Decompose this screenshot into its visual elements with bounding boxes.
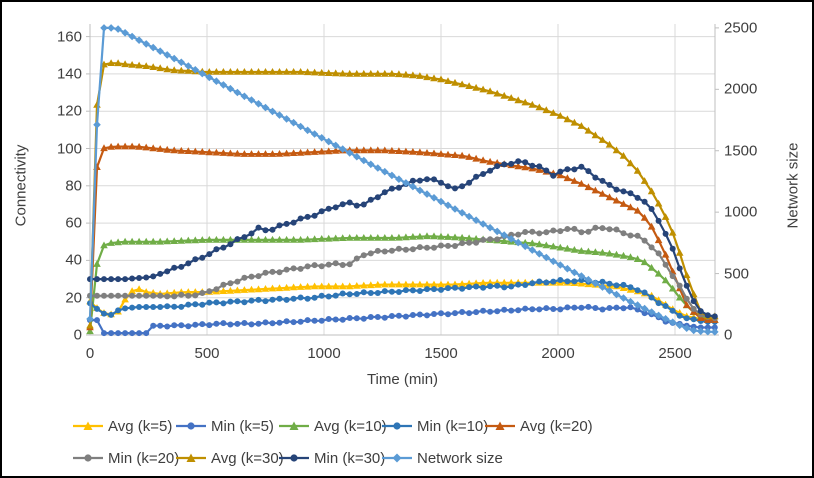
series-min-k-30	[87, 158, 718, 320]
circle-marker-icon	[382, 422, 412, 430]
y-right-tick-label-2000: 2000	[724, 80, 758, 98]
y-right-tick-label-1500: 1500	[724, 142, 758, 160]
legend-item-min-k-10: Min (k=10)	[381, 418, 488, 435]
legend-label: Min (k=30)	[314, 449, 386, 467]
legend-label: Avg (k=30)	[211, 449, 284, 467]
circle-marker-icon	[176, 422, 206, 430]
legend-label: Min (k=5)	[211, 417, 274, 435]
x-axis-title: Time (min)	[366, 371, 439, 388]
y-axis-title-left: Connectivity	[12, 144, 30, 227]
legend-item-min-k-5: Min (k=5)	[175, 418, 278, 435]
legend-label: Avg (k=10)	[314, 417, 387, 435]
y-left-tick-label-60: 60	[65, 214, 82, 232]
y-left-tick-label-120: 120	[56, 102, 82, 120]
x-tick-label-500: 500	[194, 345, 220, 362]
series-avg-k-10	[86, 232, 719, 335]
x-tick-label-2000: 2000	[541, 345, 575, 362]
y-left-tick-label-160: 160	[56, 28, 82, 46]
x-tick-label-1000: 1000	[307, 345, 341, 362]
series-avg-k-20	[86, 142, 719, 331]
legend-item-min-k-20: Min (k=20)	[72, 450, 179, 467]
circle-marker-icon	[73, 454, 103, 462]
legend-label: Min (k=10)	[417, 417, 489, 435]
legend-row-2: Min (k=20) Avg (k=30) Min (k=30) Network si…	[72, 442, 772, 474]
y-left-tick-label-20: 20	[65, 289, 82, 307]
legend-item-avg-k-10: Avg (k=10)	[278, 418, 387, 435]
y-axis-title-right: Network size	[784, 142, 802, 229]
triangle-marker-icon	[73, 421, 103, 430]
y-right-tick-label-0: 0	[724, 326, 733, 344]
y-left-tick-label-140: 140	[56, 65, 82, 83]
legend-item-min-k-30: Min (k=30)	[278, 450, 385, 467]
legend-row-1: Avg (k=5) Min (k=5) Avg (k=10) Min (k=10) Av…	[72, 410, 772, 442]
diamond-marker-icon	[382, 453, 412, 463]
legend-item-avg-k-30: Avg (k=30)	[175, 450, 284, 467]
legend-item-network-size: Network size	[381, 450, 503, 467]
y-left-tick-label-80: 80	[65, 177, 82, 195]
circle-marker-icon	[279, 454, 309, 462]
series-min-k-20	[87, 224, 718, 322]
y-left-tick-label-40: 40	[65, 251, 82, 269]
legend-item-avg-k-20: Avg (k=20)	[484, 418, 593, 435]
y-left-tick-label-0: 0	[73, 326, 82, 344]
series-min-k-5	[87, 303, 718, 337]
series-min-k-10	[87, 277, 718, 325]
legend-label: Avg (k=20)	[520, 417, 593, 435]
triangle-marker-icon	[279, 421, 309, 430]
series-network-size	[86, 24, 719, 336]
y-right-tick-label-2500: 2500	[724, 19, 758, 37]
triangle-marker-icon	[176, 453, 206, 462]
y-right-tick-label-500: 500	[724, 265, 750, 283]
y-left-tick-label-100: 100	[56, 140, 82, 157]
x-tick-label-0: 0	[85, 345, 95, 362]
legend-label: Avg (k=5)	[108, 417, 173, 435]
triangle-marker-icon	[485, 421, 515, 430]
x-tick-label-2500: 2500	[658, 345, 692, 362]
legend: Avg (k=5) Min (k=5) Avg (k=10) Min (k=10) Av…	[72, 410, 772, 474]
y-right-tick-label-1000: 1000	[724, 203, 758, 221]
legend-item-avg-k-5: Avg (k=5)	[72, 418, 175, 435]
legend-label: Network size	[417, 449, 503, 467]
legend-label: Min (k=20)	[108, 449, 180, 467]
x-tick-label-1500: 1500	[424, 345, 458, 362]
